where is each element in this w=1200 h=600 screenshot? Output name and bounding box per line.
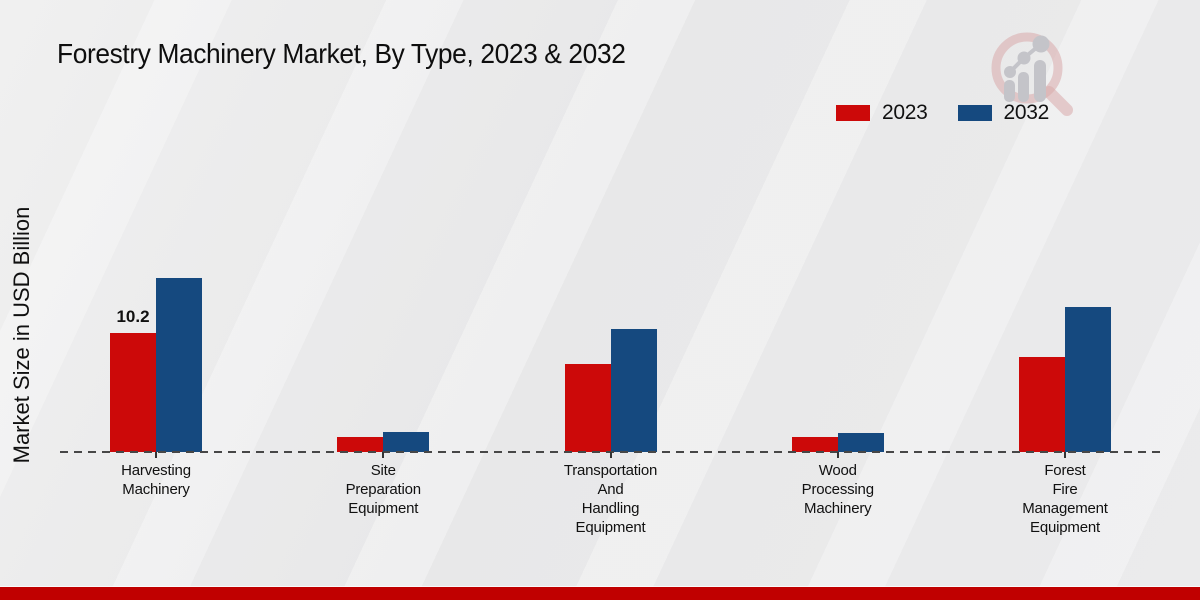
x-tick-wood-processing-machinery	[836, 452, 839, 458]
chart-title: Forestry Machinery Market, By Type, 2023…	[57, 38, 626, 69]
x-tick-forest-fire-management-equipment	[1064, 452, 1066, 458]
bar-2032-harvesting-machinery	[156, 278, 202, 452]
data-label-2023-10.2: 10.2	[116, 307, 150, 326]
bar-2023-forest-fire-management-equipment	[1019, 357, 1065, 452]
x-category-label-wood-processing-machinery: Wood Processing Machinery	[801, 462, 874, 517]
legend: 2023 2032	[836, 101, 1049, 125]
bar-2032-forest-fire-management-equipment	[1065, 307, 1111, 452]
bar-2023-transportation-and-handling-equipment	[564, 364, 611, 452]
bar-2032-transportation-and-handling-equipment	[610, 329, 657, 452]
bar-2023-site-preparation-equipment	[337, 437, 384, 452]
legend-label-2032: 2032	[1003, 101, 1050, 124]
bar-2023-harvesting-machinery	[110, 333, 156, 452]
bar-2023-wood-processing-machinery	[791, 437, 838, 452]
legend-swatch-2032	[957, 105, 992, 121]
bar-2032-site-preparation-equipment	[383, 432, 430, 452]
y-axis-label: Market Size in USD Billion	[9, 206, 34, 464]
legend-item-2023: 2023	[836, 101, 928, 125]
x-category-label-site-preparation-equipment: Site Preparation Equipment	[345, 462, 422, 517]
plot-area: Harvesting Machinery Site Preparation Equipm…	[60, 0, 1160, 600]
bar-2032-wood-processing-machinery	[837, 433, 884, 452]
footer-divider	[0, 586, 1200, 587]
legend-label-2023: 2023	[882, 101, 928, 124]
magnifier-bar-chart-logo	[991, 32, 1073, 116]
x-tick-transportation-and-handling-equipment	[609, 452, 612, 458]
x-category-label-forest-fire-management-equipment: Forest Fire Management Equipment	[1022, 462, 1108, 536]
footer-strip	[0, 587, 1200, 600]
x-category-label-transportation-and-handling-equipment: Transportation And Handling Equipment	[563, 462, 658, 536]
legend-item-2032: 2032	[957, 101, 1050, 125]
x-category-label-harvesting-machinery: Harvesting Machinery	[121, 462, 191, 498]
x-tick-site-preparation-equipment	[382, 452, 385, 458]
legend-swatch-2023	[836, 105, 870, 121]
x-tick-harvesting-machinery	[155, 452, 157, 458]
